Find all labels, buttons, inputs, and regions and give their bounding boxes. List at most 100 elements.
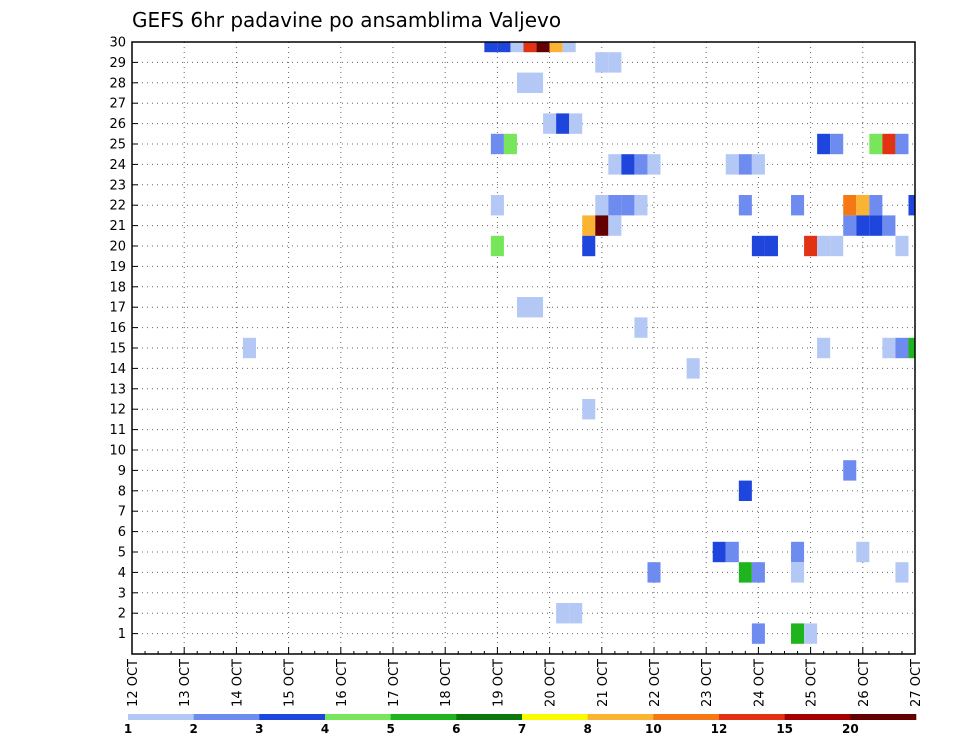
heatmap-cell (882, 215, 896, 236)
heatmap-cell (582, 235, 596, 257)
y-tick-label: 12 (109, 403, 126, 418)
heatmap-cell (686, 358, 700, 379)
heatmap-cell (595, 52, 609, 73)
heatmap-cell (608, 52, 622, 73)
legend-swatch (259, 714, 326, 720)
x-tick-label: 16 OCT (335, 659, 350, 707)
heatmap-cell (791, 623, 805, 644)
legend: 1 2 3 4 5 6 7 8 10 12 15 20 (124, 714, 917, 736)
heatmap-cell (856, 541, 870, 563)
heatmap-cell (516, 72, 531, 93)
legend-label: 1 (124, 722, 132, 736)
x-tick-label: 26 OCT (857, 659, 872, 707)
y-tick-label: 19 (109, 260, 126, 275)
x-tick-label: 21 OCT (596, 659, 611, 707)
heatmap-cell (725, 154, 739, 175)
heatmap-cell (764, 235, 778, 257)
legend-label: 3 (255, 722, 263, 736)
heatmap-cell (621, 195, 635, 216)
heatmap-cell (510, 42, 524, 53)
y-tick-label: 23 (109, 178, 126, 193)
y-tick-label: 13 (109, 382, 126, 397)
y-tick-label: 16 (109, 321, 126, 336)
heatmap-cell (738, 154, 752, 175)
cell-layer (242, 42, 915, 644)
heatmap-cell (908, 337, 915, 359)
heatmap-cell (882, 337, 896, 359)
heatmap-cell (895, 235, 909, 257)
heatmap-cell (738, 195, 752, 216)
legend-label: 12 (711, 722, 728, 736)
heatmap-cell (817, 133, 831, 155)
heatmap-cell (882, 133, 896, 155)
heatmap-cell (647, 562, 661, 583)
heatmap-cell (751, 623, 765, 644)
heatmap-cell (869, 195, 883, 216)
y-tick-label: 11 (109, 423, 126, 438)
heatmap-cell (516, 297, 531, 318)
legend-label: 6 (452, 722, 460, 736)
heatmap-cell (523, 42, 537, 53)
heatmap-cell (738, 562, 752, 583)
y-tick-label: 14 (109, 362, 126, 377)
heatmap-cell (804, 623, 818, 644)
legend-swatch (128, 714, 194, 720)
heatmap-cell (549, 42, 563, 53)
grid-layer (132, 42, 915, 654)
heatmap-cell (843, 195, 857, 216)
heatmap-cell (556, 603, 570, 624)
heatmap-cell (791, 541, 805, 563)
legend-swatch (850, 714, 917, 720)
legend-swatch (193, 714, 260, 720)
heatmap-cell (791, 195, 805, 216)
y-tick-label: 25 (109, 138, 126, 153)
heatmap-cell (484, 42, 498, 53)
y-tick-label: 18 (109, 280, 126, 295)
y-tick-label: 30 (109, 36, 126, 51)
heatmap-cell (751, 154, 765, 175)
y-axis: 1234567891011121314151617181920212223242… (109, 36, 138, 642)
y-tick-label: 28 (109, 76, 126, 91)
y-tick-label: 15 (109, 342, 126, 357)
x-tick-label: 15 OCT (283, 659, 298, 707)
heatmap-cell (647, 154, 661, 175)
y-tick-label: 29 (109, 56, 126, 71)
legend-label: 7 (518, 722, 526, 736)
y-tick-label: 27 (109, 97, 126, 112)
x-tick-label: 24 OCT (752, 659, 767, 707)
heatmap-cell (595, 215, 609, 236)
y-tick-label: 26 (109, 117, 126, 132)
heatmap-cell (582, 399, 596, 420)
heatmap-cell (562, 42, 576, 53)
x-tick-label: 19 OCT (491, 659, 506, 707)
legend-swatch (719, 714, 785, 720)
y-tick-label: 4 (118, 566, 126, 581)
heatmap-cell (569, 603, 583, 624)
heatmap-cell (856, 195, 870, 216)
y-tick-label: 20 (109, 240, 126, 255)
heatmap-cell (608, 215, 622, 236)
legend-label: 10 (645, 722, 662, 736)
heatmap-cell (791, 562, 805, 583)
heatmap-cell (856, 215, 870, 236)
x-tick-label: 25 OCT (805, 659, 820, 707)
heatmap-cell (869, 215, 883, 236)
heatmap-cell (843, 460, 857, 481)
heatmap-cell (843, 215, 857, 236)
x-tick-label: 17 OCT (387, 659, 402, 707)
heatmap-cell (869, 133, 883, 155)
legend-label: 15 (776, 722, 793, 736)
heatmap-cell (530, 297, 544, 318)
heatmap-cell (751, 235, 765, 257)
legend-swatch (390, 714, 457, 720)
heatmap-cell (503, 133, 517, 155)
legend-label: 4 (321, 722, 329, 736)
legend-label: 20 (842, 722, 859, 736)
y-tick-label: 7 (118, 505, 126, 520)
heatmap-cell (530, 72, 544, 93)
y-tick-label: 22 (109, 199, 126, 214)
y-tick-label: 2 (118, 607, 126, 622)
y-tick-label: 24 (109, 158, 126, 173)
legend-swatch (653, 714, 720, 720)
x-tick-label: 12 OCT (126, 659, 141, 707)
